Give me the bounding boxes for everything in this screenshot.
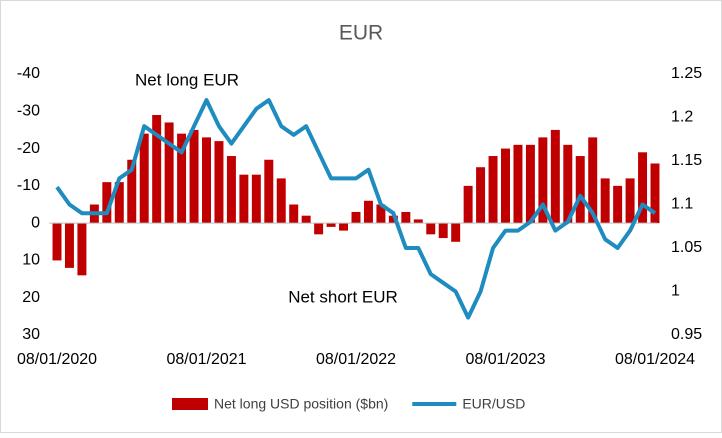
x-tick-label: 08/01/2024 (615, 351, 695, 368)
y-tick-label: 10 (22, 252, 40, 269)
bar (538, 137, 548, 224)
y2-tick-label: 1.2 (671, 109, 693, 126)
bar (214, 141, 224, 224)
bar (64, 223, 74, 268)
bar (52, 223, 62, 261)
bar (326, 223, 336, 227)
bar (363, 200, 373, 224)
bar (650, 163, 660, 224)
bar (525, 144, 535, 224)
bar (376, 204, 386, 224)
legend-label: EUR/USD (462, 396, 525, 412)
bar (351, 211, 361, 224)
bar (563, 144, 573, 224)
y-tick-label: -20 (17, 140, 40, 157)
bar (77, 223, 87, 276)
bar (501, 148, 510, 224)
bar (451, 223, 461, 242)
y2-tick-label: 0.95 (671, 326, 702, 343)
y-tick-label: -40 (17, 65, 40, 82)
bar (314, 223, 324, 235)
bar (301, 215, 311, 224)
bar (152, 115, 162, 224)
bar (202, 137, 211, 224)
y-tick-label: 30 (22, 326, 40, 343)
bar (625, 178, 635, 224)
y2-tick-label: 1.25 (671, 65, 702, 82)
bar (239, 174, 249, 224)
bar (613, 185, 623, 224)
bar (388, 215, 398, 224)
bar (127, 159, 137, 224)
legend-swatch (172, 398, 208, 410)
y-tick-label: 20 (22, 289, 40, 306)
bar (139, 133, 149, 224)
bar (177, 133, 187, 224)
x-tick-label: 08/01/2023 (465, 351, 545, 368)
x-tick-label: 08/01/2021 (166, 351, 246, 368)
bar (276, 178, 286, 224)
bar (426, 223, 436, 235)
annotation: Net short EUR (288, 287, 398, 306)
bar (575, 156, 585, 224)
bar (189, 129, 199, 224)
y2-tick-label: 1.15 (671, 152, 702, 169)
y2-tick-label: 1.1 (671, 196, 693, 213)
bar (413, 219, 423, 224)
y-tick-label: -10 (17, 177, 40, 194)
y2-tick-label: 1.05 (671, 239, 702, 256)
bar (600, 178, 610, 224)
legend-label: Net long USD position ($bn) (214, 396, 388, 412)
bar (164, 122, 174, 224)
bar (476, 167, 486, 224)
bar (513, 144, 523, 224)
bar (226, 156, 236, 224)
bar (102, 182, 112, 224)
bar (438, 223, 448, 239)
bar (114, 182, 124, 224)
bar (264, 159, 274, 224)
bar (488, 156, 498, 224)
bar (463, 185, 473, 224)
x-tick-label: 08/01/2022 (316, 351, 396, 368)
bar (339, 223, 349, 231)
chart-title: EUR (339, 22, 383, 45)
y-tick-label: 0 (31, 214, 40, 231)
bar (289, 204, 299, 224)
bar (588, 137, 598, 224)
bar (251, 174, 261, 224)
bar (401, 211, 411, 224)
y-tick-label: -30 (17, 103, 40, 120)
line (55, 98, 657, 320)
y2-tick-label: 1 (671, 283, 680, 300)
annotation: Net long EUR (135, 70, 239, 89)
bar (550, 129, 560, 224)
x-tick-label: 08/01/2020 (17, 351, 97, 368)
bar (638, 152, 648, 224)
